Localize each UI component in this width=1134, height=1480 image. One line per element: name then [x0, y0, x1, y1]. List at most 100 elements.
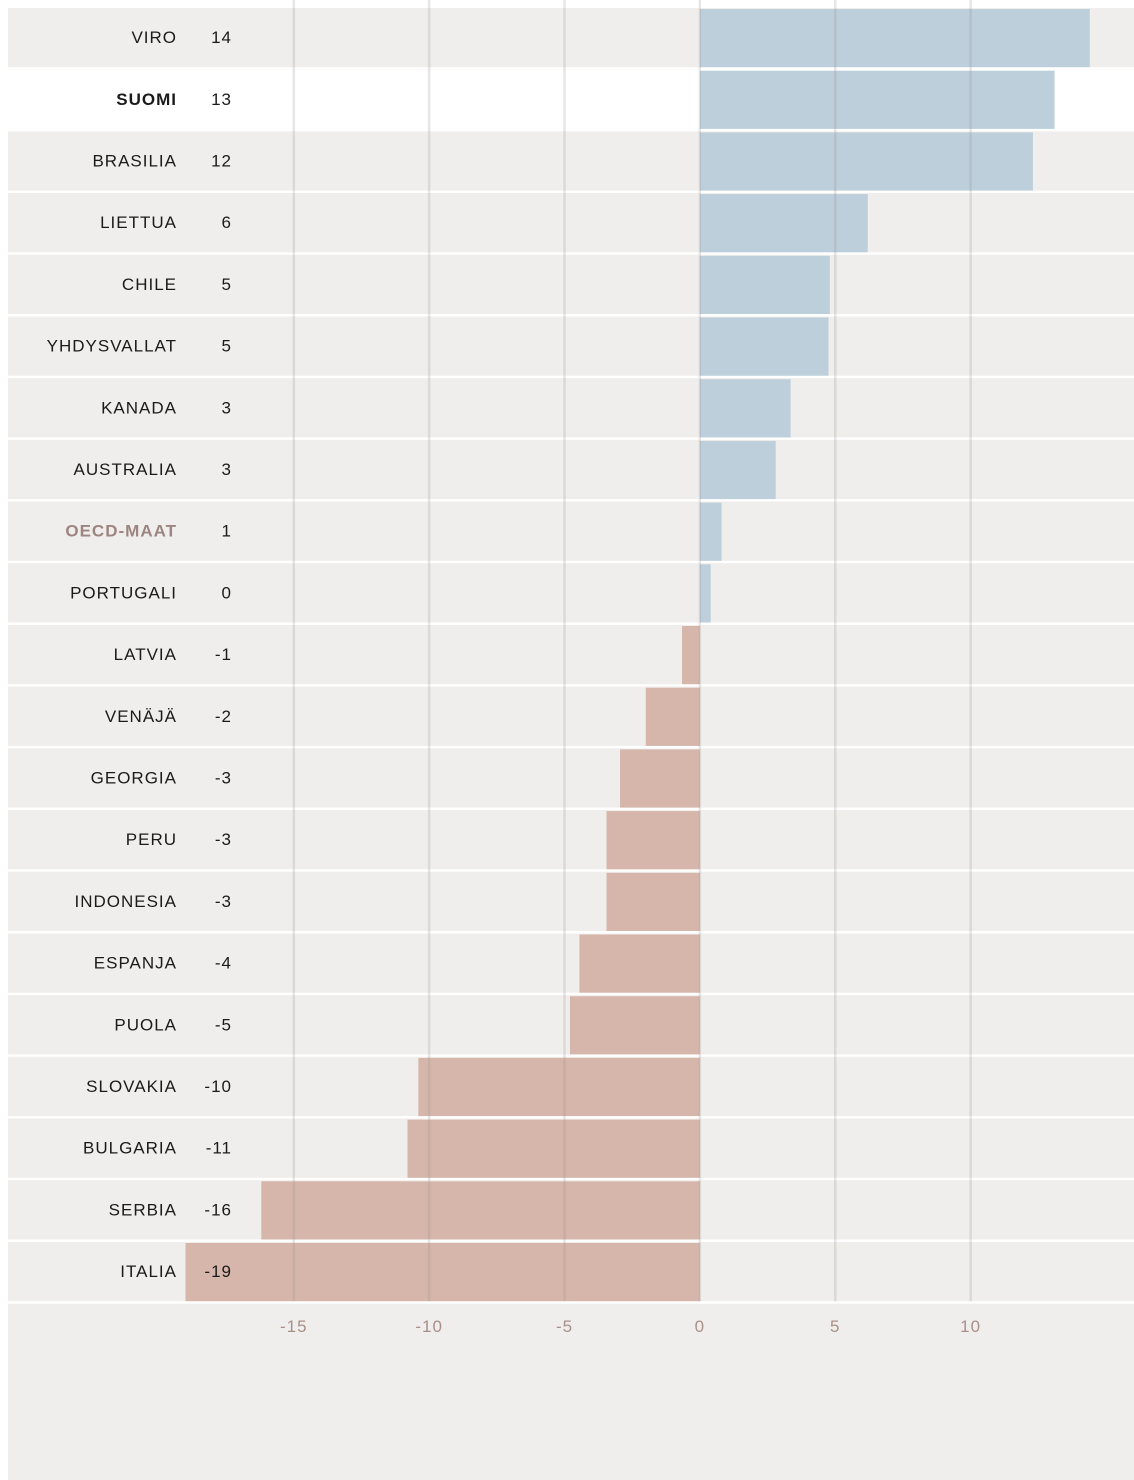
bar	[407, 1119, 700, 1178]
category-label: VIRO	[131, 28, 177, 47]
x-tick-label: -5	[556, 1317, 573, 1336]
value-label: -4	[215, 954, 232, 973]
bar	[699, 70, 1055, 129]
bar	[620, 749, 700, 808]
bar	[699, 9, 1090, 68]
x-tick-label: 10	[960, 1317, 981, 1336]
bar	[699, 132, 1033, 191]
row-separator	[8, 931, 1134, 934]
bar	[261, 1181, 700, 1240]
row-separator	[8, 1116, 1134, 1119]
row-separator	[8, 1054, 1134, 1057]
bar	[682, 626, 700, 685]
row-separator	[8, 67, 1134, 70]
value-label: 3	[222, 398, 232, 417]
category-label: LIETTUA	[100, 213, 177, 232]
row-background	[8, 933, 1134, 993]
value-label: -1	[215, 645, 232, 664]
category-label: OECD-MAAT	[65, 522, 177, 541]
row-background	[8, 316, 1134, 376]
row-separator	[8, 622, 1134, 625]
category-label: YHDYSVALLAT	[47, 337, 177, 356]
category-label: PORTUGALI	[70, 583, 177, 602]
value-label: 5	[222, 337, 232, 356]
value-label: 3	[222, 460, 232, 479]
category-label: BRASILIA	[92, 151, 177, 170]
category-label: SUOMI	[116, 90, 177, 109]
row-separator	[8, 869, 1134, 872]
category-label: AUSTRALIA	[74, 460, 177, 479]
row-background	[8, 378, 1134, 438]
category-label: VENÄJÄ	[105, 707, 177, 726]
category-label: LATVIA	[114, 645, 177, 664]
category-label: ESPANJA	[94, 954, 177, 973]
value-label: -2	[215, 707, 232, 726]
bar	[699, 440, 776, 500]
row-background	[8, 686, 1134, 746]
value-label: -10	[204, 1077, 232, 1096]
row-separator	[8, 190, 1134, 194]
bar	[699, 255, 830, 314]
bar	[579, 934, 700, 993]
row-background	[8, 810, 1134, 870]
bar	[606, 872, 700, 931]
row-separator	[8, 375, 1134, 379]
value-label: -16	[204, 1200, 232, 1219]
value-label: 6	[222, 213, 232, 232]
row-separator	[8, 684, 1134, 687]
category-label: BULGARIA	[83, 1139, 177, 1158]
row-separator	[8, 560, 1134, 564]
x-tick-label: 5	[830, 1317, 840, 1336]
category-label: INDONESIA	[74, 892, 177, 911]
bar	[418, 1057, 700, 1117]
row-separator	[8, 252, 1134, 255]
value-label: -19	[204, 1262, 232, 1281]
x-tick-label: -15	[280, 1317, 308, 1336]
value-label: 12	[211, 151, 232, 170]
value-label: 0	[222, 583, 232, 602]
bar	[699, 502, 722, 561]
category-label: CHILE	[122, 275, 177, 294]
row-background	[8, 193, 1134, 253]
row-separator	[8, 499, 1134, 502]
category-label: KANADA	[101, 398, 177, 417]
row-separator	[8, 807, 1134, 811]
bar	[699, 194, 868, 253]
row-separator	[8, 128, 1134, 132]
row-background	[8, 625, 1134, 685]
bar	[699, 379, 791, 438]
row-background	[8, 254, 1134, 314]
row-background	[8, 748, 1134, 808]
bar	[569, 996, 700, 1055]
bar	[699, 564, 711, 623]
row-separator	[8, 437, 1134, 440]
bar	[185, 1243, 700, 1302]
value-label: 14	[211, 28, 232, 47]
value-label: -3	[215, 830, 232, 849]
top-separator	[8, 0, 1134, 8]
category-label: PERU	[126, 830, 177, 849]
bar	[645, 687, 700, 746]
category-label: PUOLA	[114, 1015, 177, 1034]
category-label: SERBIA	[109, 1200, 177, 1219]
row-background	[8, 563, 1134, 623]
bar	[606, 811, 700, 870]
bar	[699, 317, 829, 376]
value-label: -3	[215, 768, 232, 787]
row-separator	[8, 745, 1134, 749]
value-label: -11	[206, 1139, 232, 1158]
value-label: 5	[222, 275, 232, 294]
row-background	[8, 871, 1134, 931]
category-label: ITALIA	[120, 1262, 177, 1281]
row-separator	[8, 992, 1134, 996]
category-label: SLOVAKIA	[86, 1077, 177, 1096]
category-label: GEORGIA	[91, 768, 177, 787]
x-tick-label: 0	[695, 1317, 705, 1336]
value-label: 13	[211, 90, 232, 109]
row-separator	[8, 1301, 1134, 1304]
row-separator	[8, 1177, 1134, 1181]
value-label: -3	[215, 892, 232, 911]
value-label: 1	[222, 522, 232, 541]
value-label: -5	[215, 1015, 232, 1034]
